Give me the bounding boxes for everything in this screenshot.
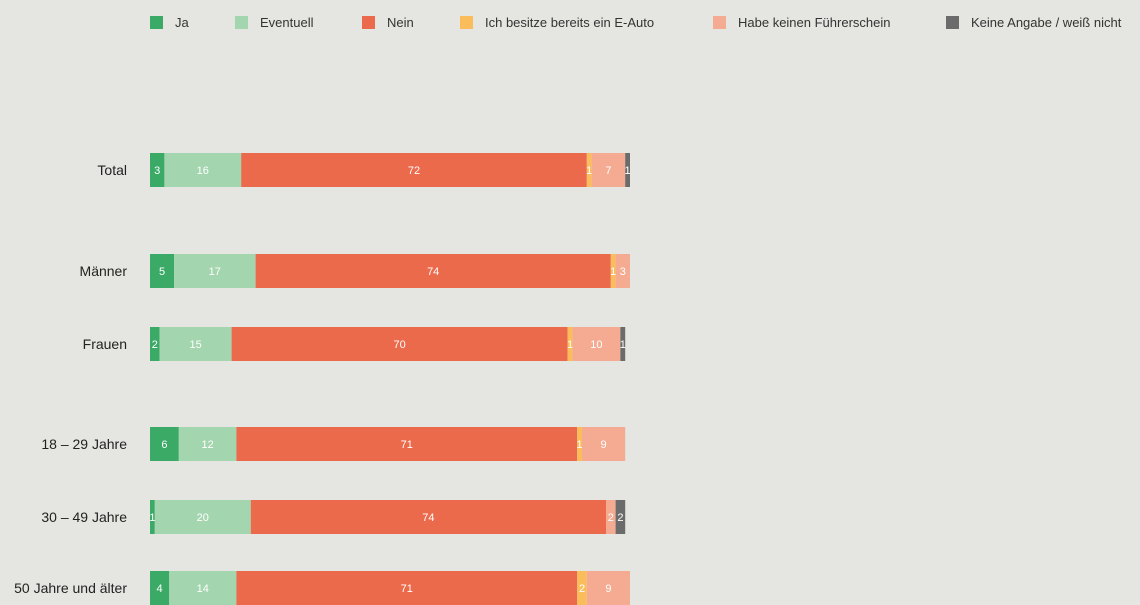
legend-item: Habe keinen Führerschein (713, 14, 890, 30)
data-label: 1 (610, 266, 616, 278)
bar-segment (150, 153, 165, 187)
data-label: 1 (625, 165, 631, 177)
bar-segment (150, 427, 179, 461)
bar-segment (236, 571, 578, 605)
legend-swatch (362, 15, 375, 29)
legend-swatch (235, 15, 248, 29)
bar-segment (567, 327, 573, 361)
data-label: 74 (427, 266, 439, 278)
legend-swatch (460, 15, 473, 29)
legend-swatch (150, 15, 163, 29)
bar-segment (154, 500, 251, 534)
data-label: 70 (393, 339, 405, 351)
bar-segment (150, 571, 170, 605)
data-label: 71 (401, 583, 413, 595)
legend-label: Habe keinen Führerschein (738, 14, 891, 30)
data-label: 1 (620, 339, 626, 351)
bar-segment (606, 500, 616, 534)
data-label: 1 (567, 339, 573, 351)
data-label: 16 (197, 165, 209, 177)
bar-segment (586, 153, 592, 187)
data-label: 4 (157, 583, 163, 595)
data-label: 5 (159, 266, 165, 278)
data-label: 3 (620, 266, 626, 278)
data-label: 15 (189, 339, 201, 351)
data-label: 14 (197, 583, 209, 595)
legend-label: Nein (387, 14, 414, 30)
bar-segment (591, 153, 626, 187)
data-label: 1 (586, 165, 592, 177)
category-label: Total (97, 162, 127, 178)
data-label: 1 (577, 439, 583, 451)
legend-label: Ja (175, 14, 189, 30)
bar-segment (586, 571, 630, 605)
legend-label: Eventuell (260, 14, 314, 30)
bar-segment (164, 153, 242, 187)
category-label: Männer (80, 263, 128, 279)
bar-segment (159, 327, 232, 361)
bar-segment (250, 500, 607, 534)
legend-swatch (713, 15, 726, 29)
bar-segment (174, 254, 256, 288)
data-label: 6 (161, 439, 167, 451)
data-label: 1 (149, 512, 155, 524)
bar-segment (582, 427, 626, 461)
bar-segment (577, 427, 582, 461)
bar-segment (178, 427, 237, 461)
legend-label: Keine Angabe / weiß nicht (971, 14, 1122, 30)
legend-item: Eventuell (235, 14, 313, 30)
data-label: 2 (152, 339, 158, 351)
bar-segment (231, 327, 568, 361)
data-label: 7 (605, 165, 611, 177)
bar-segment (241, 153, 587, 187)
bar-segment (150, 254, 174, 288)
category-label: 30 – 49 Jahre (41, 509, 127, 525)
bar-segment (169, 571, 237, 605)
legend-item: Ich besitze bereits ein E-Auto (460, 14, 654, 30)
data-label: 71 (401, 439, 413, 451)
bar-segment (610, 254, 616, 288)
data-label: 10 (590, 339, 602, 351)
bar-segment (255, 254, 611, 288)
category-label: 18 – 29 Jahre (41, 436, 127, 452)
data-label: 17 (209, 266, 221, 278)
data-label: 3 (154, 165, 160, 177)
bar-segment (615, 500, 626, 534)
bar-segment (577, 571, 587, 605)
category-label: 50 Jahre und älter (14, 580, 127, 596)
legend-item: Nein (362, 14, 414, 30)
bar-segment (572, 327, 621, 361)
data-label: 2 (579, 583, 585, 595)
bar-segment (625, 153, 630, 187)
data-label: 74 (422, 512, 434, 524)
data-label: 9 (605, 583, 611, 595)
bar-segment (150, 327, 160, 361)
bar-segment (615, 254, 630, 288)
legend-item: Ja (150, 14, 189, 30)
data-label: 12 (201, 439, 213, 451)
data-label: 9 (601, 439, 607, 451)
legend-item: Keine Angabe / weiß nicht (946, 14, 1121, 30)
data-label: 20 (197, 512, 209, 524)
data-label: 2 (617, 512, 623, 524)
bar-segment (150, 500, 155, 534)
bar-segment (620, 327, 626, 361)
category-label: Frauen (83, 336, 127, 352)
data-label: 2 (608, 512, 614, 524)
bar-segment (236, 427, 578, 461)
legend-label: Ich besitze bereits ein E-Auto (485, 14, 655, 30)
chart-legend: Ja Eventuell Nein Ich besitze bereits ein E… (0, 0, 1140, 44)
data-label: 72 (408, 165, 420, 177)
legend-swatch (946, 15, 959, 29)
